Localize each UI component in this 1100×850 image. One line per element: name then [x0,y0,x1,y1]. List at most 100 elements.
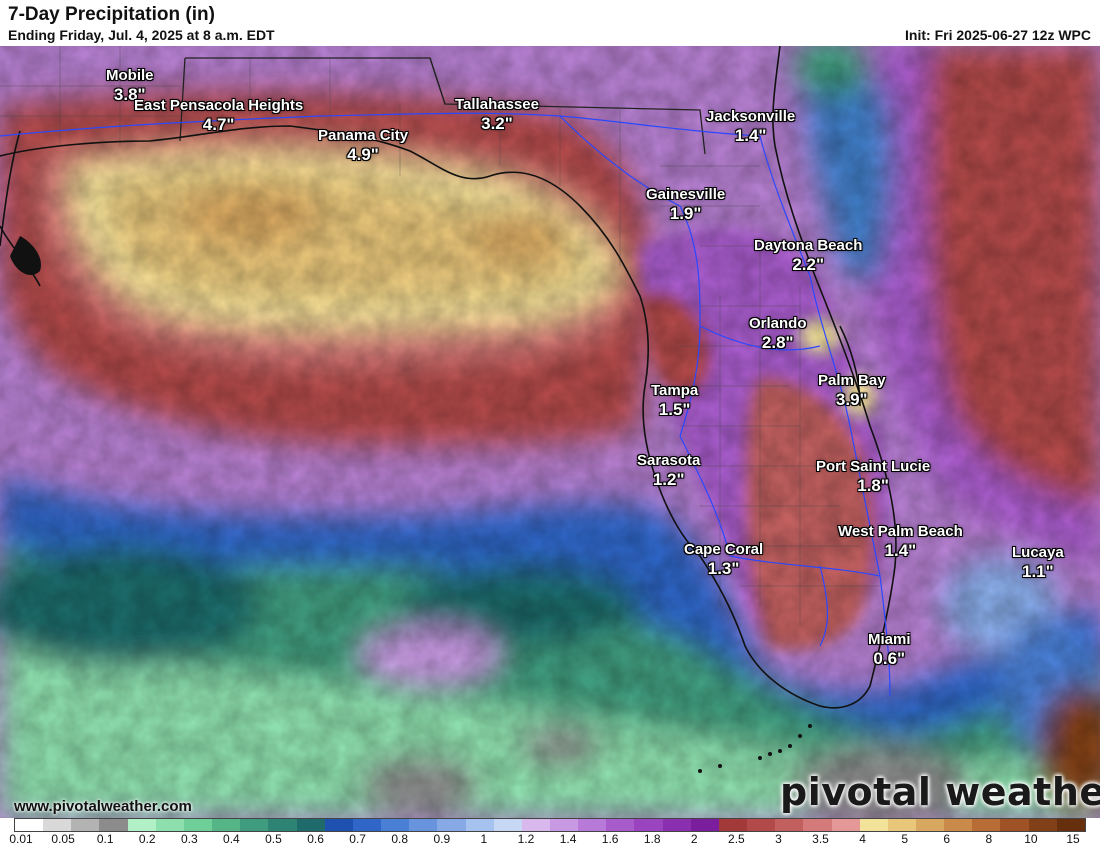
legend-swatch [1000,819,1029,831]
legend-tick-label: 1 [480,832,488,846]
city-value: 0.6" [873,649,906,668]
legend-swatch [296,819,325,831]
legend-tick-label: 0.8 [391,832,409,846]
legend-swatch [155,819,184,831]
legend-swatch [409,819,438,831]
city-value: 1.4" [734,126,767,145]
city-value: 2.2" [792,255,825,274]
legend-tick-label: 6 [943,832,951,846]
legend-swatch [690,819,719,831]
legend-swatch [1028,819,1057,831]
city-daytona-beach: Daytona Beach 2.2" [754,236,862,274]
city-name: Gainesville [646,186,726,203]
legend-swatch [718,819,748,831]
city-name: Miami [868,631,911,648]
legend-swatch [859,819,888,831]
legend-tick-label: 0.9 [433,832,451,846]
init-time: Init: Fri 2025-06-27 12z WPC [905,27,1091,43]
legend-tick-label: 3.5 [812,832,829,846]
legend-swatch [972,819,1001,831]
legend-tick-label: 3 [775,832,782,846]
legend-swatch [465,819,494,831]
legend-swatch [606,819,635,831]
legend-swatch [916,819,945,831]
city-west-palm-beach: West Palm Beach 1.4" [838,522,963,560]
city-port-saint-lucie: Port Saint Lucie 1.8" [816,457,930,495]
city-orlando: Orlando 2.8" [749,314,807,352]
precipitation-map[interactable]: Mobile 3.8" East Pensacola Heights 4.7" … [0,46,1100,818]
city-name: Lucaya [1012,544,1064,561]
header: 7-Day Precipitation (in) Ending Friday, … [0,0,1100,46]
city-value: 1.9" [669,204,702,223]
legend-tick-label: 1.4 [559,832,577,846]
legend-swatch [240,819,269,831]
legend-swatch [578,819,607,831]
legend-swatch [549,819,579,831]
legend-swatch [1056,819,1085,831]
county-lines [0,46,880,626]
color-legend: 0.01 0.05 0.1 0.2 0.3 0.4 0.5 0.6 0.7 0.8 0.9 1 1.2 1… [9,818,1086,850]
city-gainesville: Gainesville 1.9" [646,185,725,223]
city-value: 3.9" [835,390,868,409]
map-title: 7-Day Precipitation (in) [8,4,215,25]
legend-swatch [887,819,916,831]
legend-swatch [127,819,156,831]
city-sarasota: Sarasota 1.2" [637,451,700,489]
city-tallahassee: Tallahassee 3.2" [455,95,539,133]
legend-tick-label: 15 [1066,832,1080,846]
legend-tick-label: 0.1 [96,832,114,846]
legend-swatch [493,819,522,831]
city-name: Tallahassee [455,96,539,113]
city-cape-coral: Cape Coral 1.3" [684,540,763,578]
city-miami: Miami 0.6" [868,630,911,668]
city-lucaya: Lucaya 1.1" [1012,543,1064,581]
city-name: Sarasota [637,452,701,469]
legend-tick-label: 0.2 [138,832,156,846]
city-value: 2.8" [761,333,794,352]
legend-tick-label: 2.5 [728,832,745,846]
pivotal-weather-logo: pivotal weather [780,770,1100,814]
city-name: East Pensacola Heights [134,97,304,114]
legend-swatch [352,819,382,831]
legend-tick-label: 1.8 [643,832,661,846]
city-value: 3.2" [481,114,513,133]
legend-tick-label: 2 [690,832,698,846]
legend-tick-label: 1.6 [601,832,619,846]
legend-swatch [212,819,241,831]
legend-tick-label: 0.7 [349,832,366,846]
legend-swatch [521,819,550,831]
city-name: Cape Coral [684,541,764,558]
legend-swatch [831,819,860,831]
legend-swatch [634,819,663,831]
legend-swatch [775,819,804,831]
highways [0,112,891,697]
city-name: Panama City [318,127,409,144]
city-name: Tampa [651,382,699,399]
coastline [0,46,897,709]
city-name: Daytona Beach [754,237,863,254]
legend-swatch [662,819,691,831]
valid-time: Ending Friday, Jul. 4, 2025 at 8 a.m. ED… [8,27,275,43]
city-value: 1.4" [884,541,917,560]
legend-swatch [99,819,128,831]
legend-swatch [747,819,776,831]
legend-swatch [324,819,353,831]
city-tampa: Tampa 1.5" [651,381,698,419]
city-value: 1.5" [658,400,691,419]
website-url[interactable]: www.pivotalweather.com [14,798,192,815]
city-value: 1.2" [652,470,685,489]
city-jacksonville: Jacksonville 1.4" [706,107,795,145]
legend-swatch [15,819,44,831]
legend-tick-label: 0.3 [180,832,198,846]
legend-tick-label: 0.05 [51,832,75,846]
legend-swatch [268,819,297,831]
legend-swatch [803,819,832,831]
city-name: Mobile [106,67,154,84]
legend-tick-label: 5 [901,832,909,846]
legend-swatch [71,819,100,831]
legend-tick-labels: 0.01 0.05 0.1 0.2 0.3 0.4 0.5 0.6 0.7 0.8 0.9 1 1.2 1… [9,830,1086,846]
city-east-pensacola-heights: East Pensacola Heights 4.7" [134,96,303,134]
city-value: 4.7" [202,115,235,134]
legend-tick-label: 1.2 [517,832,535,846]
legend-swatch [183,819,213,831]
